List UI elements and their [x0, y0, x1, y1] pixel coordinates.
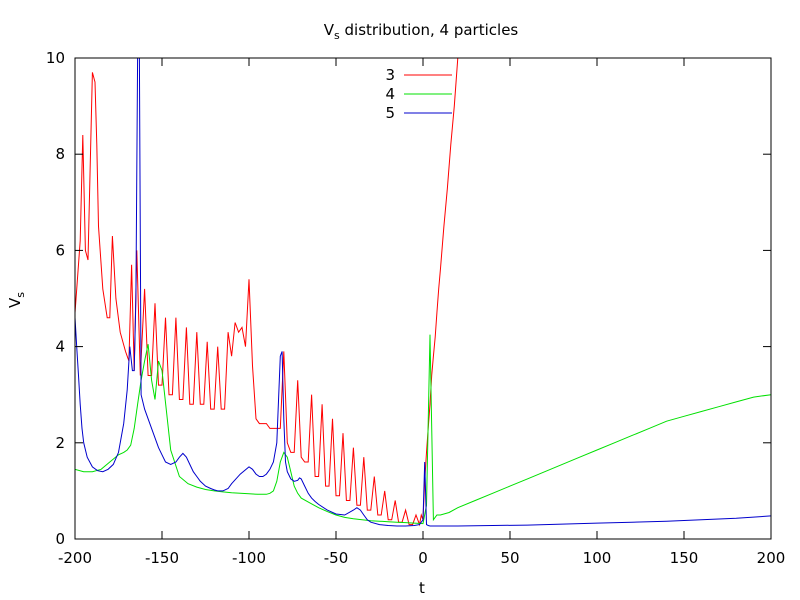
series-4-line	[75, 334, 771, 525]
x-axis-label: t	[419, 579, 425, 597]
y-axis-label: Vs	[6, 292, 27, 308]
series-layer	[75, 58, 771, 527]
x-tick-label: 200	[757, 549, 786, 567]
chart-title-subscript: s	[334, 29, 340, 42]
y-tick-label: 0	[55, 530, 65, 548]
y-tick-label: 2	[55, 434, 65, 452]
x-tick-label: -200	[58, 549, 92, 567]
x-tick-label: 50	[500, 549, 519, 567]
x-tick-label: 100	[583, 549, 612, 567]
x-tick-label: 0	[418, 549, 428, 567]
series-5-line	[75, 58, 771, 527]
x-tick-label: -100	[232, 549, 266, 567]
series-3-line	[75, 58, 684, 527]
y-tick-label: 6	[55, 241, 65, 259]
y-axis: 0 2 4 6 8 10	[46, 49, 771, 548]
x-axis: -200 -150 -100 -50 0 50 100 150 200	[58, 58, 785, 567]
chart-title-rest: distribution, 4 particles	[340, 21, 519, 39]
y-tick-label: 4	[55, 338, 65, 356]
x-tick-label: 150	[670, 549, 699, 567]
legend-label-4: 4	[385, 85, 395, 103]
x-tick-label: -150	[145, 549, 179, 567]
y-tick-label: 10	[46, 49, 65, 67]
x-tick-label: -50	[324, 549, 349, 567]
chart-title: Vs distribution, 4 particles	[324, 21, 519, 42]
y-tick-label: 8	[55, 145, 65, 163]
y-axis-label-subscript: s	[14, 292, 27, 298]
legend-label-5: 5	[385, 104, 395, 122]
legend: 345	[385, 66, 452, 122]
legend-label-3: 3	[385, 66, 395, 84]
